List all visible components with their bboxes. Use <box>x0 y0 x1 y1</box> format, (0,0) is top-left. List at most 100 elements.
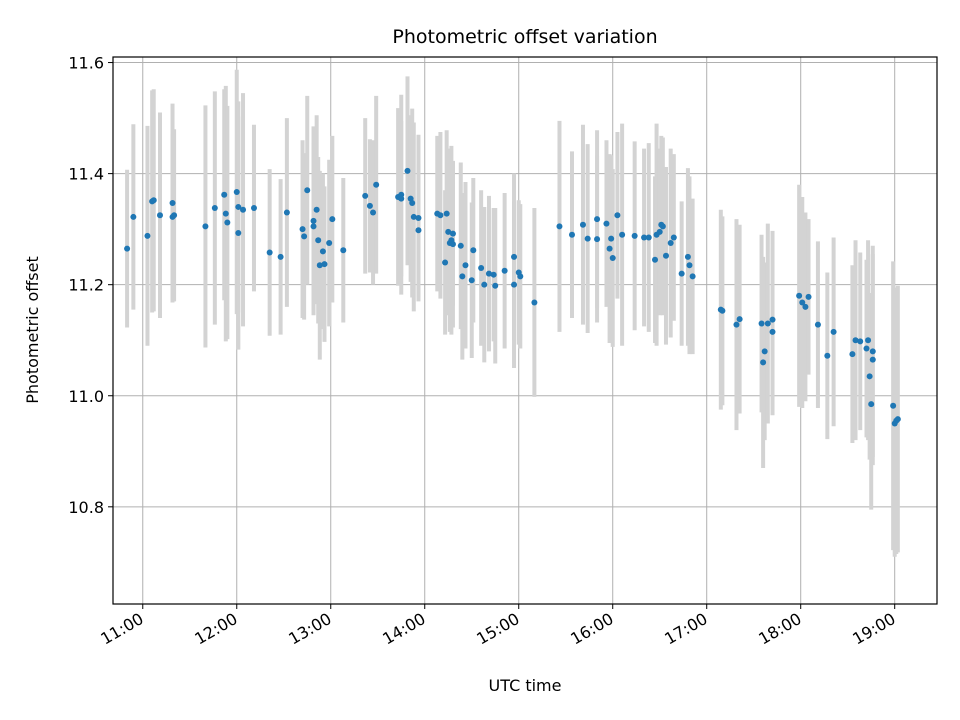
data-point <box>266 249 273 256</box>
data-point <box>443 210 450 217</box>
data-point <box>556 223 563 230</box>
data-point <box>442 259 449 266</box>
data-point <box>733 321 740 328</box>
data-point <box>144 232 151 239</box>
data-point <box>437 212 444 219</box>
data-point <box>684 253 691 260</box>
data-point <box>150 197 157 204</box>
data-point <box>415 227 422 234</box>
data-point <box>594 236 601 243</box>
data-point <box>609 255 616 262</box>
data-point <box>329 216 336 223</box>
data-point <box>470 247 477 254</box>
data-point <box>659 223 666 230</box>
data-point <box>594 216 601 223</box>
data-point <box>283 209 290 216</box>
y-tick-label: 11.6 <box>68 54 104 73</box>
data-point <box>222 210 229 217</box>
data-point <box>310 223 317 230</box>
data-point <box>340 247 347 254</box>
data-point <box>478 265 485 272</box>
data-point <box>667 240 674 247</box>
data-point <box>415 215 422 222</box>
data-point <box>221 191 228 198</box>
data-points <box>124 167 901 427</box>
data-point <box>849 351 856 358</box>
data-point <box>761 348 768 355</box>
data-point <box>824 352 831 359</box>
data-point <box>852 337 859 344</box>
plot-frame <box>112 56 938 605</box>
data-point <box>169 200 176 207</box>
data-point <box>736 316 743 323</box>
y-tick-label: 11.4 <box>68 165 104 184</box>
data-point <box>404 167 411 174</box>
data-point <box>656 228 663 235</box>
data-point <box>449 230 456 237</box>
y-axis-title: Photometric offset <box>23 256 42 404</box>
data-point <box>584 235 591 242</box>
data-point <box>362 192 369 199</box>
data-point <box>156 212 163 219</box>
data-point <box>802 303 809 310</box>
data-point <box>235 230 242 237</box>
data-point <box>321 261 328 268</box>
data-point <box>235 203 242 210</box>
data-point <box>769 316 776 323</box>
data-point <box>366 202 373 209</box>
data-point <box>462 262 469 269</box>
data-point <box>796 292 803 299</box>
data-point <box>490 271 497 278</box>
x-axis-title: UTC time <box>489 676 562 695</box>
data-point <box>517 273 524 280</box>
data-point <box>315 237 322 244</box>
data-point <box>481 281 488 288</box>
data-point <box>492 282 499 289</box>
data-point <box>301 233 308 240</box>
data-point <box>457 242 464 249</box>
data-point <box>304 187 311 194</box>
data-point <box>608 235 615 242</box>
data-point <box>445 228 452 235</box>
data-point <box>568 231 575 238</box>
data-point <box>805 293 812 300</box>
data-point <box>373 181 380 188</box>
data-point <box>652 256 659 263</box>
data-point <box>641 234 648 241</box>
data-point <box>814 321 821 328</box>
data-point <box>764 320 771 327</box>
data-point <box>678 270 685 277</box>
data-point <box>468 277 475 284</box>
data-point <box>863 345 870 352</box>
data-point <box>410 213 417 220</box>
data-point <box>760 359 767 366</box>
data-point <box>316 262 323 269</box>
data-point <box>866 373 873 380</box>
data-point <box>606 245 613 252</box>
data-point <box>398 195 405 202</box>
data-point <box>857 338 864 345</box>
data-point <box>459 273 466 280</box>
data-point <box>645 234 652 241</box>
data-point <box>719 307 726 314</box>
data-point <box>890 402 897 409</box>
y-tick-label: 10.8 <box>68 498 104 517</box>
data-point <box>370 209 377 216</box>
data-point <box>631 232 638 239</box>
data-point <box>211 205 218 212</box>
data-point <box>689 273 696 280</box>
data-point <box>894 416 901 423</box>
y-tick-label: 11.2 <box>68 276 104 295</box>
data-point <box>224 219 231 226</box>
data-point <box>769 328 776 335</box>
data-point <box>202 223 209 230</box>
data-point <box>501 267 508 274</box>
data-point <box>233 188 240 195</box>
data-point <box>670 234 677 241</box>
data-point <box>531 299 538 306</box>
data-point <box>614 212 621 219</box>
data-point <box>124 245 131 252</box>
data-point <box>485 270 492 277</box>
data-point <box>579 221 586 228</box>
